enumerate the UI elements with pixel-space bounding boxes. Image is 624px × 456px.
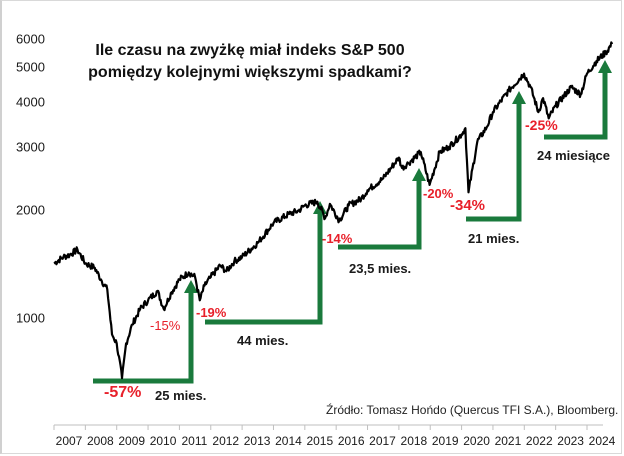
x-tick-label: 2014 [275,434,302,448]
arrow-up-icon [412,168,426,181]
x-tick-label: 2019 [431,434,459,448]
x-tick-label: 2015 [306,434,334,448]
x-tick-label: 2008 [86,434,114,448]
x-axis [53,424,603,430]
x-tick-label: 2016 [337,434,365,448]
sp500-line [53,41,614,380]
duration-label-235: 23,5 mies. [349,261,412,276]
x-tick-label: 2013 [243,434,271,448]
drawdown-label-14: -14% [322,231,353,246]
x-tick-label: 2024 [588,434,616,448]
x-tick-label: 2011 [181,434,208,448]
chart-title-line-2: pomiędzy kolejnymi większymi spadkami? [88,64,412,81]
recovery-arrow-235 [338,168,426,250]
drawdown-label-20: -20% [423,186,454,201]
drawdown-label-19: -19% [196,305,227,320]
x-tick-label: 2021 [494,434,522,448]
x-tick-label: 2007 [55,434,83,448]
chart-title: Ile czasu na zwyżkę miał indeks S&P 500 … [80,40,420,84]
drawdown-label-15: -15% [150,318,181,333]
x-tick-label: 2020 [463,434,490,448]
duration-label-25: 25 mies. [155,388,207,403]
x-tick-label: 2023 [557,434,584,448]
y-tick-label: 4000 [16,94,45,110]
recovery-arrow-21 [466,91,526,222]
drawdown-label-57: -57% [104,384,142,401]
duration-label-44: 44 mies. [237,333,289,348]
y-tick-label: 2000 [16,202,45,218]
y-tick-label: 5000 [16,59,45,75]
x-tick-label: 2010 [149,434,177,448]
drawdown-label-25: -25% [525,117,558,133]
recovery-arrow-25 [93,280,198,384]
x-tick-label: 2018 [400,434,428,448]
recovery-arrow-44 [205,201,327,325]
x-tick-label: 2009 [118,434,146,448]
x-tick-label: 2017 [369,434,396,448]
y-tick-label: 6000 [16,31,45,47]
duration-label-24: 24 miesiące [537,148,611,163]
arrow-up-icon [184,280,198,293]
recovery-arrow-24 [544,60,612,140]
arrow-up-icon [512,91,526,104]
x-tick-label: 2022 [525,434,553,448]
drawdown-label-34: -34% [450,197,486,214]
y-tick-label: 3000 [16,139,45,155]
duration-label-21: 21 mies. [468,231,520,246]
y-tick-label: 1000 [16,310,45,326]
x-tick-label: 2012 [212,434,240,448]
source-note: Źródło: Tomasz Hońdo (Quercus TFI S.A.),… [326,403,619,417]
recovery-arrows [93,60,612,384]
arrow-up-icon [598,60,612,73]
chart-title-line-1: Ile czasu na zwyżkę miał indeks S&P 500 [95,42,405,59]
